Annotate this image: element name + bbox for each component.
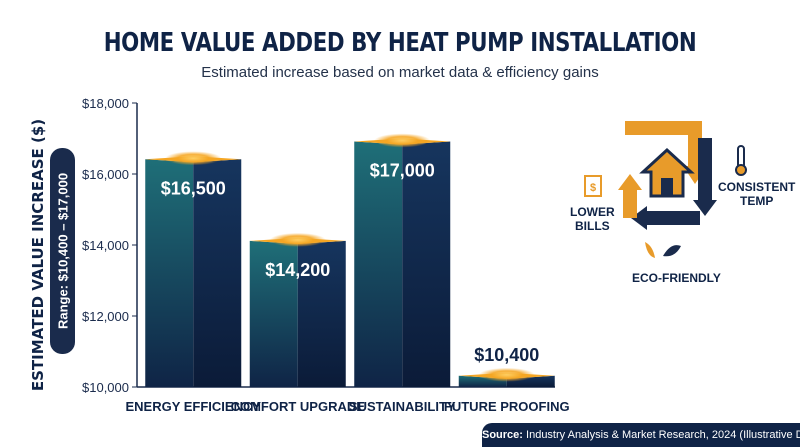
y-tick-label: $16,000 <box>82 167 129 182</box>
bar-face-right <box>297 240 346 387</box>
y-tick-label: $18,000 <box>82 96 129 111</box>
range-badge: Range: $10,400 – $17,000 <box>50 148 75 354</box>
bar-value-label: $16,500 <box>161 178 226 198</box>
bar: $10,400 <box>458 345 555 387</box>
chart-subtitle: Estimated increase based on market data … <box>201 64 599 81</box>
x-category-label: COMFORT UPGRADE <box>231 399 366 414</box>
bar-glow <box>478 367 535 382</box>
cycle-arrowhead-right-icon <box>693 200 717 216</box>
x-category-label: FUTURE PROOFING <box>444 399 570 414</box>
bar-face-left <box>354 141 403 387</box>
cycle-arrow-top-icon <box>625 121 702 168</box>
benefit-eco-friendly: ECO-FRIENDLY <box>632 271 721 285</box>
bar-face-right <box>193 159 242 387</box>
x-category-label: ENERGY EFFICIENCY <box>125 399 261 414</box>
bar-face-left <box>145 159 194 387</box>
y-tick-label: $14,000 <box>82 238 129 253</box>
source-text: Industry Analysis & Market Research, 202… <box>522 429 800 441</box>
y-tick-label: $10,000 <box>82 380 129 395</box>
bar: $14,200 <box>249 232 346 387</box>
bar-value-label: $17,000 <box>370 161 435 181</box>
cycle-arrowhead-left-icon <box>618 174 642 190</box>
bar-glow <box>374 133 431 148</box>
bar-glow <box>165 151 222 166</box>
house-icon <box>639 147 695 198</box>
bar-value-label: $14,200 <box>265 260 330 280</box>
chart-title: HOME VALUE ADDED BY HEAT PUMP INSTALLATI… <box>103 28 697 58</box>
svg-text:$: $ <box>590 182 596 194</box>
benefits-cycle-graphic: $ <box>584 121 747 258</box>
bar-face-right <box>402 141 451 387</box>
bar: $17,000 <box>354 133 451 387</box>
x-category-label: SUSTAINABILITY <box>349 399 456 414</box>
bar: $16,500 <box>145 151 242 387</box>
benefit-consistent-temp: CONSISTENT TEMP <box>718 180 796 208</box>
source-prefix: Source: <box>482 429 523 441</box>
bill-icon: $ <box>584 175 602 197</box>
cycle-arrowhead-bottom-icon <box>631 206 647 230</box>
leaf-hand-icon <box>645 242 681 258</box>
bar-value-label: $10,400 <box>474 345 539 365</box>
bar-glow <box>269 232 326 247</box>
benefit-lower-bills: LOWER BILLS <box>570 205 615 233</box>
bar-face-left <box>249 240 298 387</box>
thermometer-icon <box>735 145 747 176</box>
source-footer: Source: Industry Analysis & Market Resea… <box>482 423 800 447</box>
y-tick-label: $12,000 <box>82 309 129 324</box>
